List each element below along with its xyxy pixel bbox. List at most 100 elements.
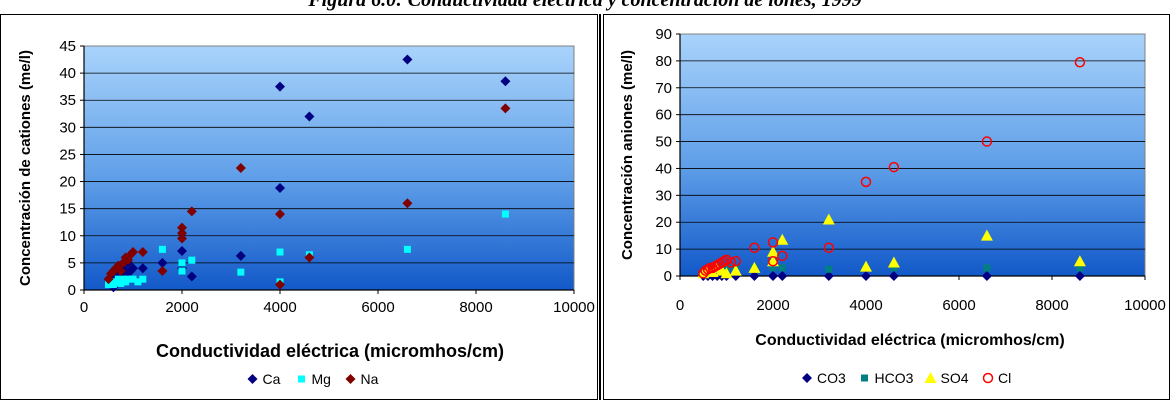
data-point-cl (730, 255, 742, 267)
data-point-so4 (767, 245, 779, 257)
data-point-ca (128, 263, 138, 274)
data-point-hco3 (778, 264, 786, 272)
data-point-na (177, 228, 187, 239)
x-tick-label: 2000 (756, 297, 789, 314)
data-point-cl (749, 242, 760, 254)
data-point-ca (157, 257, 168, 268)
data-point-co3 (888, 271, 899, 281)
y-tick-label: 0 (68, 282, 76, 299)
data-point-so4 (748, 261, 761, 273)
legend-item-so4: SO4 (924, 370, 969, 386)
plot-area (679, 33, 1146, 277)
data-point-hco3 (983, 264, 991, 272)
x-tick-label: 10000 (553, 299, 595, 316)
data-point-ca (275, 183, 285, 194)
data-point-co3 (823, 271, 834, 281)
data-point-mg (158, 245, 166, 253)
legend-label: CO3 (817, 370, 846, 386)
y-tick-label: 40 (59, 65, 76, 82)
data-point-co3 (749, 271, 760, 281)
data-point-mg (134, 278, 142, 286)
data-point-so4 (729, 264, 742, 276)
data-point-mg (114, 275, 122, 283)
data-point-co3 (777, 271, 788, 281)
data-point-so4 (1073, 255, 1086, 267)
y-tick-label: 35 (59, 92, 76, 109)
data-point-ca (177, 245, 187, 256)
y-tick-label: 45 (59, 38, 76, 55)
y-tick-label: 15 (59, 201, 76, 218)
legend: Ca Mg Na (247, 371, 379, 387)
data-point-na (402, 198, 413, 209)
data-point-na (275, 279, 285, 290)
data-point-mg (501, 210, 509, 218)
x-tick-label: 0 (80, 299, 88, 316)
legend-marker-mg (298, 375, 305, 383)
data-point-mg (124, 275, 132, 283)
legend-marker-na (345, 374, 356, 384)
data-point-so4 (822, 213, 835, 225)
legend-label: Cl (998, 370, 1011, 386)
legend-label: Mg (312, 371, 331, 387)
legend-marker-cl (982, 372, 994, 384)
data-point-ca (235, 250, 246, 261)
data-point-na (235, 163, 246, 173)
legend-marker-hco3 (861, 374, 868, 382)
y-tick-label: 30 (59, 119, 76, 136)
legend-item-cl: Cl (982, 370, 1011, 386)
plot-area (83, 45, 575, 291)
x-tick-label: 6000 (361, 299, 394, 316)
data-point-ca (186, 271, 197, 282)
data-point-hco3 (769, 264, 777, 272)
data-point-na (157, 266, 168, 277)
data-point-mg (276, 248, 284, 256)
y-tick-label: 30 (655, 187, 672, 204)
data-point-mg (403, 245, 411, 253)
data-point-co3 (861, 271, 871, 281)
x-tick-label: 8000 (459, 299, 492, 316)
y-tick-label: 10 (655, 241, 672, 258)
data-point-cl (767, 237, 779, 248)
legend-item-mg: Mg (298, 371, 331, 387)
figure-title: Figura 6.0: Conductividad eléctrica y co… (308, 0, 862, 11)
data-point-na (186, 206, 197, 217)
data-point-cl (860, 176, 872, 188)
data-point-na (304, 252, 315, 263)
data-point-co3 (768, 271, 778, 281)
x-tick-label: 0 (676, 297, 684, 314)
data-point-so4 (860, 260, 872, 272)
x-tick-label: 8000 (1035, 297, 1068, 314)
data-point-na (500, 103, 511, 114)
data-point-mg (237, 268, 245, 276)
legend-item-co3: CO3 (802, 370, 846, 386)
data-point-cl (1074, 56, 1086, 68)
x-axis-title: Conductividad eléctrica (micromhos/cm) (156, 341, 504, 361)
y-tick-label: 20 (655, 214, 672, 231)
data-point-mg (178, 267, 186, 275)
data-point-ca (275, 81, 285, 92)
data-point-hco3 (890, 264, 898, 272)
data-point-ca (500, 76, 511, 87)
y-tick-label: 10 (59, 228, 76, 245)
y-tick-label: 40 (655, 160, 672, 177)
data-point-cl (718, 255, 730, 267)
data-point-so4 (776, 233, 789, 245)
series-na (103, 103, 511, 290)
y-tick-label: 25 (59, 146, 76, 163)
data-point-mg (178, 259, 186, 267)
legend-label: SO4 (941, 370, 969, 386)
data-point-cl (888, 161, 900, 173)
y-axis-title: Concentración aniones (me/l) (619, 50, 636, 260)
data-point-mg (188, 256, 196, 264)
chart-1: 0 5 10 15 20 25 30 35 40 45 0 2000 4000 6000 8000 10000… (17, 38, 595, 387)
y-tick-label: 80 (655, 53, 672, 70)
data-point-na (275, 209, 285, 220)
data-point-mg (117, 279, 125, 287)
y-tick-label: 50 (655, 134, 672, 151)
x-tick-label: 6000 (942, 297, 975, 314)
x-axis-title: Conductividad eléctrica (micromhos/cm) (755, 332, 1064, 349)
data-point-cl (702, 264, 714, 275)
y-tick-label: 5 (68, 255, 76, 272)
series-cl (698, 56, 1086, 279)
y-axis-title: Concentración de cationes (me/l) (17, 50, 34, 286)
